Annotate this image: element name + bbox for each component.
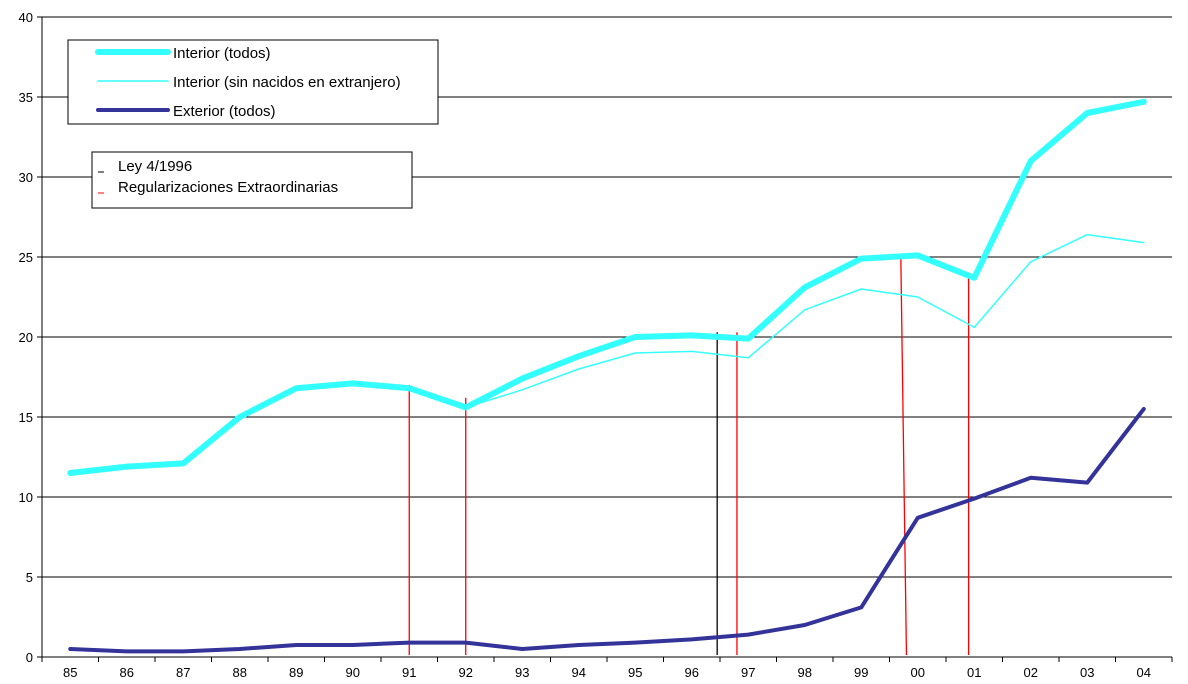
data-point	[691, 638, 693, 641]
x-tick-label: 86	[120, 665, 134, 680]
data-point	[465, 406, 467, 408]
y-tick-label: 25	[19, 250, 33, 265]
data-point	[239, 416, 241, 418]
axes: 0 5 10 15 20 25 30 35 40 85 86 87 88 89 90 91 92 93 94 95 96…	[19, 10, 1173, 680]
data-point	[634, 642, 636, 644]
data-point	[917, 517, 919, 519]
data-point	[804, 624, 806, 626]
x-tick-label: 88	[233, 665, 247, 680]
data-point	[1030, 477, 1032, 479]
data-point	[973, 498, 975, 500]
series-legend: Interior (todos) Interior (sin nacidos en…	[67, 39, 439, 125]
data-point	[860, 288, 862, 290]
data-point	[295, 644, 297, 646]
series-lines	[67, 98, 1147, 654]
data-point	[1086, 482, 1088, 484]
x-tick-label: 87	[176, 665, 190, 680]
data-point	[1030, 160, 1032, 162]
x-tick-label: 90	[346, 665, 360, 680]
data-point	[1086, 112, 1088, 114]
data-point	[917, 254, 919, 256]
x-tick-label: 00	[911, 665, 925, 680]
data-point	[69, 472, 71, 474]
x-tick-label: 01	[967, 665, 981, 680]
data-point	[295, 387, 297, 389]
data-point	[578, 644, 580, 646]
x-tick-label: 94	[572, 665, 586, 680]
x-tick-label: 99	[854, 665, 868, 680]
data-point	[804, 286, 806, 288]
y-tick-label: 5	[26, 570, 33, 585]
event-lines	[408, 255, 970, 656]
data-point	[973, 277, 975, 279]
x-tick-label: 91	[402, 665, 416, 680]
data-point	[408, 642, 410, 644]
legend-label: Interior (sin nacidos en extranjero)	[173, 74, 401, 91]
x-tick-label: 96	[685, 665, 699, 680]
data-point	[69, 648, 71, 650]
data-point	[747, 357, 749, 359]
series-line-2	[68, 407, 1146, 654]
y-tick-label: 20	[19, 330, 33, 345]
data-point	[578, 368, 580, 370]
data-point	[634, 352, 636, 354]
data-point	[691, 334, 693, 336]
legend-label: Interior (todos)	[173, 45, 271, 62]
data-point	[126, 650, 128, 653]
y-tick-label: 35	[19, 90, 33, 105]
data-point	[691, 350, 693, 352]
data-point	[973, 326, 975, 328]
data-point	[239, 648, 241, 650]
x-tick-label: 02	[1024, 665, 1038, 680]
x-tick-label: 95	[628, 665, 642, 680]
x-tick-label: 89	[289, 665, 303, 680]
data-point	[1086, 234, 1088, 236]
x-tick-label: 04	[1137, 665, 1151, 680]
data-point	[1030, 261, 1032, 263]
data-point	[747, 634, 749, 636]
data-point	[917, 296, 919, 298]
data-point	[521, 648, 523, 650]
y-tick-label: 40	[19, 10, 33, 25]
data-point	[634, 336, 636, 338]
data-point	[804, 309, 806, 311]
data-point	[1143, 408, 1145, 410]
data-point	[521, 378, 523, 380]
x-tick-label: 85	[63, 665, 77, 680]
x-tick-label: 93	[515, 665, 529, 680]
data-point	[352, 644, 354, 646]
data-point	[352, 382, 354, 384]
data-point	[182, 462, 184, 464]
data-point	[860, 258, 862, 260]
data-point	[578, 355, 580, 357]
x-tick-label: 98	[798, 665, 812, 680]
x-tick-label: 92	[459, 665, 473, 680]
data-point	[1143, 242, 1145, 244]
data-point	[408, 387, 410, 389]
data-point	[126, 466, 128, 468]
data-point	[465, 642, 467, 644]
y-tick-label: 0	[26, 650, 33, 665]
x-tick-label: 97	[741, 665, 755, 680]
y-tick-label: 10	[19, 490, 33, 505]
data-point	[521, 389, 523, 391]
data-point	[1143, 101, 1145, 103]
regularizacion-event-line	[900, 255, 908, 656]
legend-label: Exterior (todos)	[173, 103, 276, 120]
x-tick-label: 03	[1080, 665, 1094, 680]
data-point	[860, 606, 862, 609]
data-point	[182, 650, 184, 653]
series-line-1	[69, 233, 1145, 474]
y-tick-label: 15	[19, 410, 33, 425]
legend-event-label: Regularizaciones Extraordinarias	[118, 179, 338, 196]
event-legend: Ley 4/1996 Regularizaciones Extraordinari…	[91, 151, 413, 209]
y-tick-label: 30	[19, 170, 33, 185]
legend-event-label: Ley 4/1996	[118, 158, 192, 175]
data-point	[747, 338, 749, 340]
